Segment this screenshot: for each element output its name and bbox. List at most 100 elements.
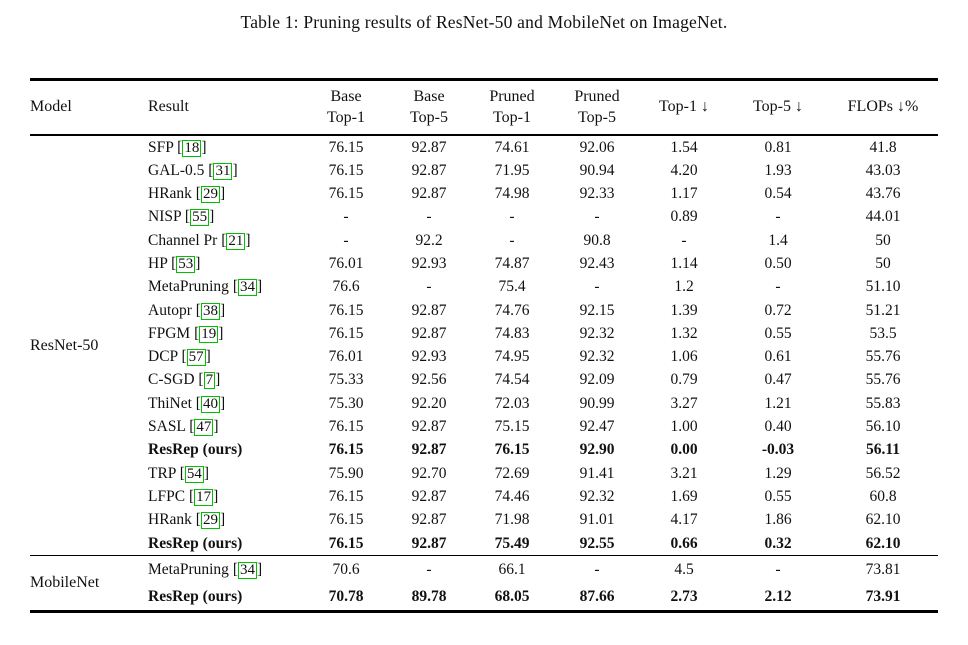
value-cell: 44.01: [865, 208, 901, 226]
value-cell: 41.8: [869, 138, 897, 156]
citation-link[interactable]: 29: [200, 186, 220, 204]
table-row: Channel Pr [21] - 92.2 - 90.8 - 1.4 50: [30, 229, 938, 252]
table-row: MobileNet MetaPruning [34] 70.6 - 66.1 - 4.5 - 7…: [30, 555, 938, 592]
method-cell: ResRep (ours): [148, 532, 304, 556]
value-cell: 90.99: [579, 394, 615, 412]
citation-link[interactable]: 53: [176, 255, 196, 273]
value-cell: 76.15: [328, 511, 364, 529]
col-header-result: Result: [148, 79, 304, 136]
value-cell: 76.15: [328, 301, 364, 319]
method-cell: MetaPruning [34]: [148, 278, 263, 297]
value-cell: 92.87: [411, 185, 447, 203]
value-cell: 56.10: [865, 418, 901, 436]
citation-link[interactable]: 47: [194, 419, 214, 437]
value-cell: 0.55: [764, 324, 792, 342]
value-cell: -: [426, 278, 432, 296]
value-cell: 50: [875, 231, 891, 249]
citation-link[interactable]: 21: [226, 232, 246, 250]
value-cell: 73.81: [865, 560, 901, 578]
citation-link[interactable]: 55: [190, 209, 210, 227]
citation-link[interactable]: 40: [200, 395, 220, 413]
value-cell: 0.72: [764, 301, 792, 319]
value-cell: -: [775, 208, 781, 226]
method-name: HRank: [148, 185, 192, 203]
value-cell: 0.89: [670, 208, 698, 226]
method-cell: HP [53]: [148, 254, 201, 273]
method-cell: NISP [55]: [148, 208, 215, 227]
value-cell: 1.17: [670, 185, 698, 203]
value-cell: 55.83: [865, 394, 901, 412]
value-cell: 76.15: [328, 324, 364, 342]
col-header-base-top5: Base Top-5: [388, 79, 470, 136]
citation-link[interactable]: 18: [182, 139, 202, 157]
value-cell: 62.10: [865, 511, 901, 529]
citation-link[interactable]: 34: [237, 279, 257, 297]
value-cell: 92.32: [579, 348, 615, 366]
value-cell: 4.17: [670, 511, 698, 529]
table-row: TRP [54] 75.90 92.70 72.69 91.41 3.21 1.29 56.5…: [30, 462, 938, 485]
method-name: ThiNet: [148, 394, 192, 412]
value-cell: -: [594, 560, 600, 578]
table-row: LFPC [17] 76.15 92.87 74.46 92.32 1.69 0.55 60.…: [30, 485, 938, 508]
citation-link[interactable]: 54: [184, 465, 204, 483]
value-cell: 92.87: [411, 487, 447, 505]
citation-link[interactable]: 34: [237, 561, 257, 579]
method-name: Autopr: [148, 301, 192, 319]
model-label: MobileNet: [30, 574, 100, 592]
citation-link[interactable]: 31: [213, 162, 233, 180]
value-cell: 92.56: [411, 371, 447, 389]
col-header-label: Result: [148, 98, 189, 116]
method-cell: DCP [57]: [148, 348, 211, 367]
value-cell: 0.47: [764, 371, 792, 389]
value-cell: 1.2: [674, 278, 694, 296]
value-cell: 43.03: [865, 161, 901, 179]
value-cell: 51.10: [865, 278, 901, 296]
value-cell: 0.79: [670, 371, 698, 389]
method-name: MetaPruning: [148, 560, 229, 578]
value-cell: 0.50: [764, 254, 792, 272]
value-cell: 1.54: [670, 138, 698, 156]
value-cell: 90.8: [583, 231, 611, 249]
value-cell: -: [681, 231, 687, 249]
value-cell: 55.76: [865, 348, 901, 366]
value-cell: 72.03: [494, 394, 530, 412]
table-row: ResRep (ours) 76.15 92.87 76.15 92.90 0.00 -0.…: [30, 438, 938, 461]
value-cell: 4.20: [670, 161, 698, 179]
value-cell: 92.09: [579, 371, 615, 389]
value-cell: 92.87: [411, 418, 447, 436]
method-name: ResRep (ours): [148, 587, 243, 605]
value-cell: -: [426, 208, 432, 226]
results-table: Model Result Base Top-1 Base Top-5 Prune…: [30, 78, 938, 613]
value-cell: 92.93: [411, 348, 447, 366]
value-cell: -: [343, 208, 349, 226]
citation-link[interactable]: 19: [199, 325, 219, 343]
method-cell: Channel Pr [21]: [148, 231, 251, 250]
citation-link[interactable]: 57: [186, 349, 206, 367]
col-header-label: Top-5: [410, 109, 448, 127]
col-header-label: Top-1: [327, 109, 365, 127]
col-header-pruned-top1: Pruned Top-1: [470, 79, 554, 136]
value-cell: 3.21: [670, 464, 698, 482]
method-name: DCP: [148, 348, 178, 366]
value-cell: 92.87: [411, 138, 447, 156]
citation-link[interactable]: 17: [194, 488, 214, 506]
col-header-label: FLOPs ↓%: [847, 98, 919, 116]
col-header-label: Top-5 ↓: [753, 98, 803, 116]
value-cell: 92.43: [579, 254, 615, 272]
table-row: FPGM [19] 76.15 92.87 74.83 92.32 1.32 0.55 53.…: [30, 322, 938, 345]
value-cell: 0.40: [764, 418, 792, 436]
value-cell: 92.47: [579, 418, 615, 436]
value-cell: 73.91: [865, 587, 901, 605]
value-cell: 1.69: [670, 487, 698, 505]
citation-link[interactable]: 38: [200, 302, 220, 320]
col-header-label: Top-1 ↓: [659, 98, 709, 116]
value-cell: 91.01: [579, 511, 615, 529]
citation-link[interactable]: 29: [200, 512, 220, 530]
value-cell: 51.21: [865, 301, 901, 319]
value-cell: -: [509, 208, 515, 226]
citation-link[interactable]: 7: [203, 372, 216, 390]
value-cell: 68.05: [494, 587, 530, 605]
table-row: MetaPruning [34] 76.6 - 75.4 - 1.2 - 51.10: [30, 275, 938, 298]
value-cell: 1.39: [670, 301, 698, 319]
value-cell: 92.55: [579, 534, 615, 552]
